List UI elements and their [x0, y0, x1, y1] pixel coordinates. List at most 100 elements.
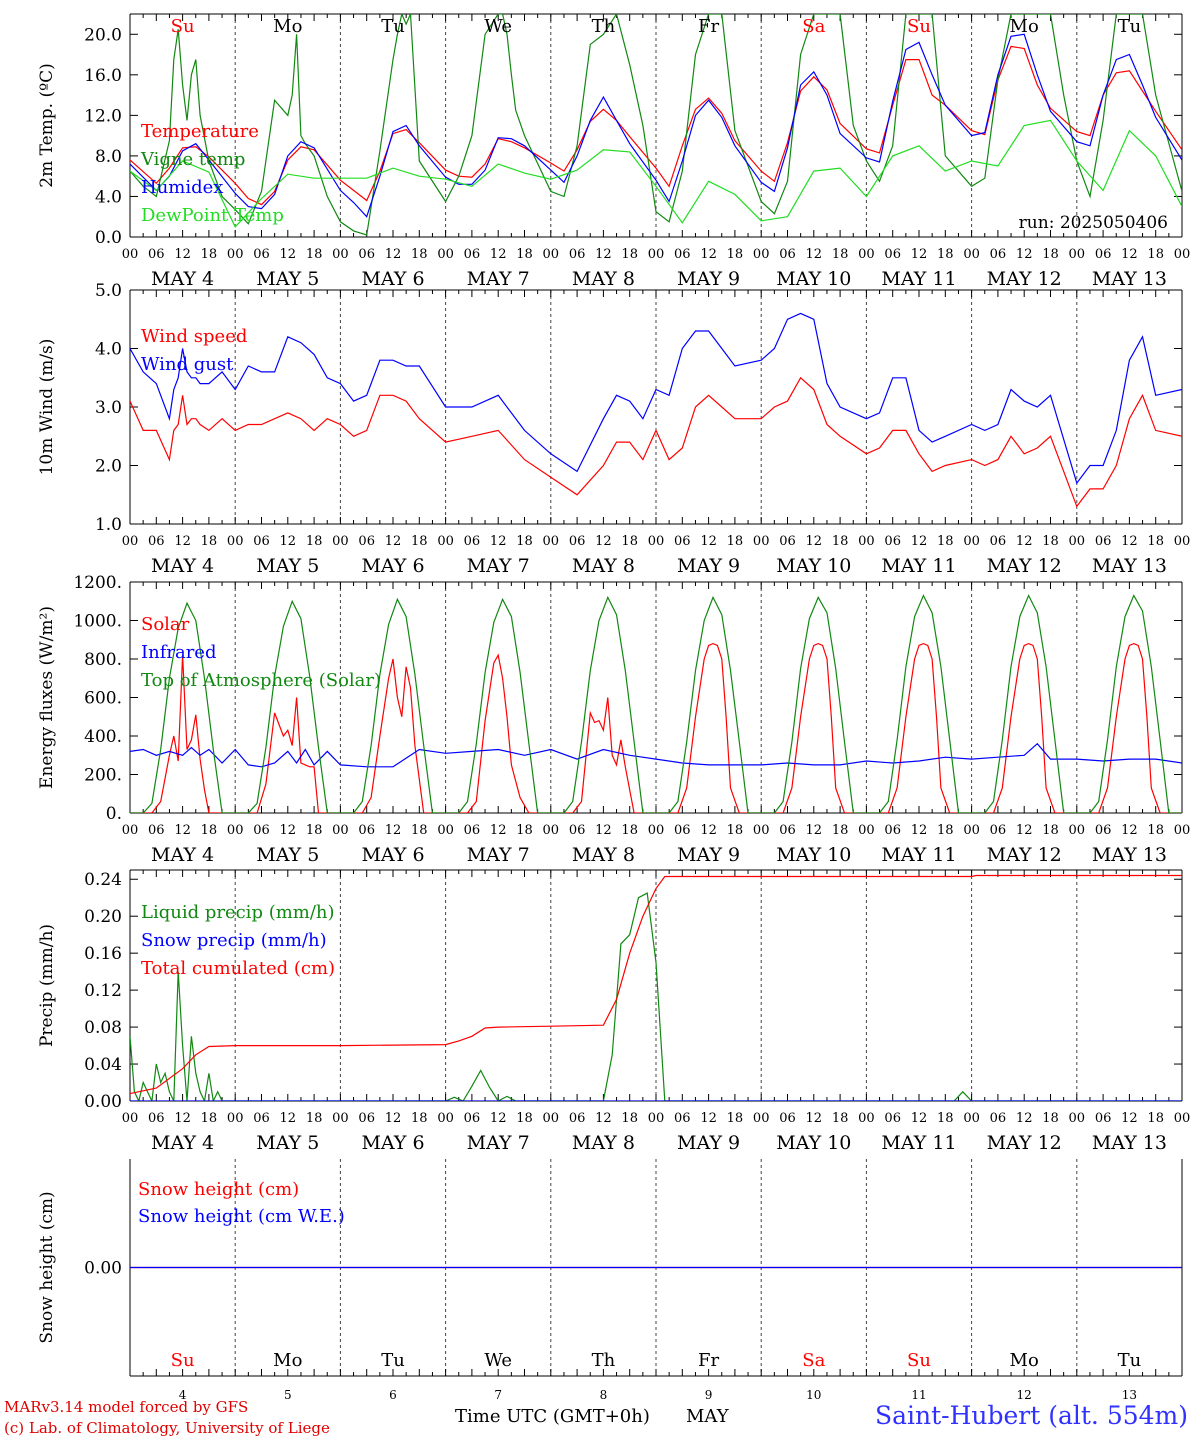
hour-label: 00: [122, 823, 139, 838]
hour-label: 06: [148, 247, 165, 262]
hour-label: 18: [727, 247, 744, 262]
hour-label: 00: [858, 534, 875, 549]
day-number-label: 12: [1017, 1388, 1032, 1402]
weekday-label: Tu: [1118, 1350, 1142, 1371]
hour-label: 12: [595, 1111, 612, 1126]
weekday-label: Fr: [698, 16, 719, 37]
hour-label: 18: [516, 823, 533, 838]
date-label: MAY 6: [361, 844, 424, 866]
hour-label: 12: [595, 247, 612, 262]
hour-label: 00: [963, 247, 980, 262]
hour-label: 00: [858, 247, 875, 262]
hour-label: 12: [806, 534, 823, 549]
date-label: MAY 12: [987, 555, 1062, 577]
hour-label: 18: [411, 247, 428, 262]
hour-label: 12: [1121, 823, 1138, 838]
hour-label: 06: [884, 1111, 901, 1126]
hour-label: 12: [280, 534, 297, 549]
y-tick-label: 0.: [106, 804, 122, 824]
weekday-label: Sa: [802, 16, 825, 37]
date-label: MAY 7: [467, 844, 530, 866]
series-line-top-of-atmosphere-solar-: [130, 594, 1182, 813]
hour-label: 06: [569, 534, 586, 549]
hour-label: 06: [674, 247, 691, 262]
hour-label: 06: [148, 534, 165, 549]
date-label: MAY 10: [776, 1132, 851, 1154]
y-tick-label: 8.0: [95, 147, 122, 167]
hour-label: 06: [1095, 823, 1112, 838]
hour-label: 12: [1016, 534, 1033, 549]
hour-label: 00: [332, 823, 349, 838]
date-label: MAY 5: [256, 844, 319, 866]
hour-label: 18: [1147, 534, 1164, 549]
hour-label: 00: [332, 534, 349, 549]
hour-label: 00: [963, 1111, 980, 1126]
hour-label: 18: [1147, 823, 1164, 838]
hour-label: 12: [700, 823, 717, 838]
hour-label: 12: [1016, 1111, 1033, 1126]
hour-label: 12: [174, 534, 191, 549]
hour-label: 06: [569, 1111, 586, 1126]
day-number-label: 11: [911, 1388, 926, 1402]
hour-label: 12: [490, 1111, 507, 1126]
hour-label: 00: [1069, 247, 1086, 262]
series-line-total-cumulated-cm-: [130, 874, 1182, 1095]
y-tick-label: 16.0: [84, 66, 122, 86]
hour-label: 18: [411, 823, 428, 838]
hour-label: 06: [990, 823, 1007, 838]
hour-label: 18: [832, 1111, 849, 1126]
lab-credit-line: (c) Lab. of Climatology, University of L…: [4, 1419, 330, 1437]
date-label: MAY 5: [256, 1132, 319, 1154]
weekday-label: Tu: [381, 1350, 405, 1371]
y-axis-title: Snow height (cm): [37, 1191, 57, 1343]
hour-label: 00: [1069, 1111, 1086, 1126]
hour-label: 18: [1042, 1111, 1059, 1126]
hour-label: 00: [1069, 823, 1086, 838]
series-line-humidex: [130, 33, 1182, 218]
hour-label: 06: [253, 247, 270, 262]
hour-label: 06: [779, 1111, 796, 1126]
legend-entry: Snow height (cm W.E.): [138, 1206, 345, 1227]
legend-entry: Humidex: [141, 177, 223, 198]
legend-entry: Infrared: [141, 642, 216, 663]
date-label: MAY 13: [1092, 555, 1167, 577]
hour-label: 00: [437, 247, 454, 262]
hour-label: 18: [306, 823, 323, 838]
weekday-label: Th: [592, 16, 616, 37]
hour-label: 00: [437, 534, 454, 549]
y-tick-label: 1200.: [73, 573, 122, 593]
hour-label: 06: [674, 534, 691, 549]
hour-label: 12: [490, 247, 507, 262]
hour-label: 18: [1147, 1111, 1164, 1126]
y-tick-label: 0.00: [84, 1259, 122, 1279]
hour-label: 00: [963, 823, 980, 838]
run-label: run: 2025050406: [1019, 213, 1168, 233]
hour-label: 00: [543, 247, 560, 262]
date-label: MAY 13: [1092, 268, 1167, 290]
hour-label: 18: [1042, 823, 1059, 838]
hour-label: 00: [227, 247, 244, 262]
hour-label: 06: [464, 823, 481, 838]
y-tick-label: 0.04: [84, 1055, 122, 1075]
series-line-wind-gust: [130, 312, 1182, 485]
y-axis-title: 2m Temp. (ºC): [37, 63, 57, 188]
series-line-temperature: [130, 45, 1182, 206]
date-label: MAY 6: [361, 1132, 424, 1154]
date-label: MAY 12: [987, 268, 1062, 290]
x-axis-month: MAY: [686, 1406, 729, 1427]
hour-label: 18: [1147, 247, 1164, 262]
hour-label: 06: [148, 1111, 165, 1126]
hour-label: 18: [411, 534, 428, 549]
date-label: MAY 4: [151, 844, 214, 866]
hour-label: 18: [937, 823, 954, 838]
weekday-label: Su: [907, 16, 931, 37]
y-tick-label: 400.: [84, 727, 122, 747]
panel-4: [129, 869, 1183, 1102]
date-label: MAY 9: [677, 844, 740, 866]
hour-label: 18: [832, 823, 849, 838]
legend-entry: Snow height (cm): [138, 1179, 299, 1200]
date-label: MAY 12: [987, 1132, 1062, 1154]
y-tick-label: 2.0: [95, 457, 122, 477]
hour-label: 12: [174, 247, 191, 262]
hour-label: 06: [674, 1111, 691, 1126]
